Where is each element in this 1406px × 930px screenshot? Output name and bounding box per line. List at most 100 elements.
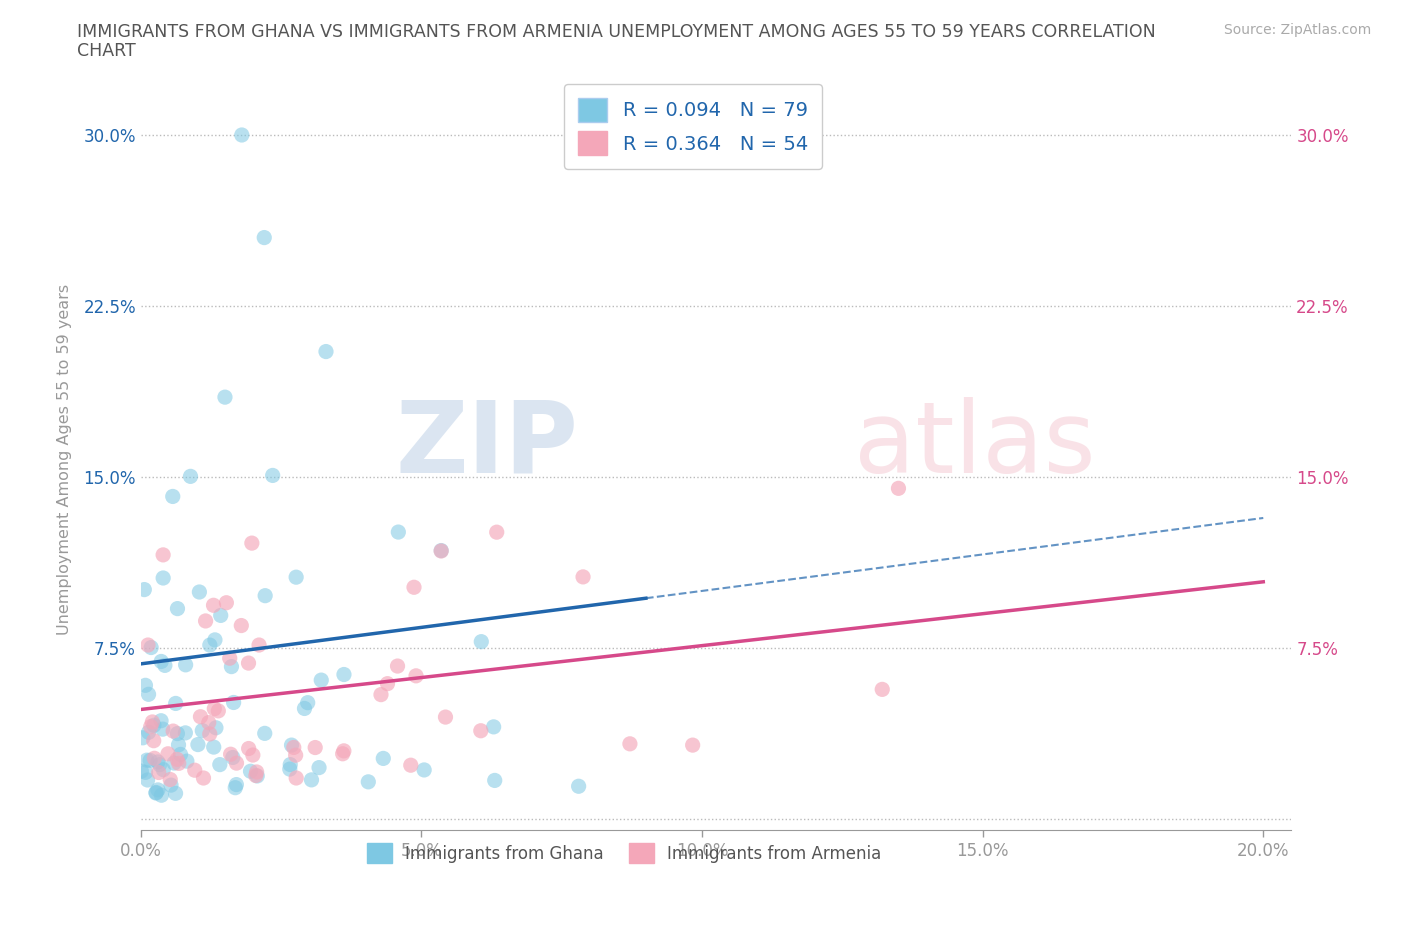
Point	[205, 721, 228, 736]
Point	[176, 753, 198, 768]
Point	[202, 701, 225, 716]
Point	[159, 772, 181, 787]
Point	[231, 618, 253, 633]
Point	[188, 585, 211, 600]
Point	[253, 230, 276, 245]
Point	[166, 752, 188, 767]
Point	[218, 651, 240, 666]
Point	[470, 724, 492, 738]
Point	[224, 780, 246, 795]
Point	[568, 778, 591, 793]
Point	[247, 638, 270, 653]
Point	[184, 763, 207, 777]
Point	[204, 632, 226, 647]
Point	[146, 782, 169, 797]
Point	[333, 743, 356, 758]
Point	[153, 658, 176, 672]
Point	[169, 747, 191, 762]
Point	[207, 703, 229, 718]
Point	[221, 659, 243, 674]
Point	[294, 701, 316, 716]
Point	[179, 469, 201, 484]
Point	[572, 569, 595, 584]
Point	[197, 715, 219, 730]
Point	[332, 747, 354, 762]
Point	[187, 737, 209, 752]
Point	[309, 672, 332, 687]
Point	[215, 595, 238, 610]
Point	[315, 344, 337, 359]
Point	[209, 608, 232, 623]
Point	[377, 676, 399, 691]
Point	[165, 696, 187, 711]
Point	[219, 747, 242, 762]
Point	[145, 786, 167, 801]
Point	[202, 598, 225, 613]
Point	[136, 638, 159, 653]
Point	[163, 756, 186, 771]
Point	[262, 468, 284, 483]
Y-axis label: Unemployment Among Ages 55 to 59 years: Unemployment Among Ages 55 to 59 years	[58, 285, 72, 635]
Point	[434, 710, 457, 724]
Point	[242, 748, 264, 763]
Point	[285, 570, 308, 585]
Point	[370, 687, 392, 702]
Point	[134, 678, 156, 693]
Point	[134, 582, 156, 597]
Point	[225, 756, 247, 771]
Point	[142, 733, 165, 748]
Point	[160, 777, 183, 792]
Text: IMMIGRANTS FROM GHANA VS IMMIGRANTS FROM ARMENIA UNEMPLOYMENT AMONG AGES 55 TO 5: IMMIGRANTS FROM GHANA VS IMMIGRANTS FROM…	[77, 23, 1156, 41]
Point	[278, 757, 301, 772]
Point	[152, 548, 174, 563]
Point	[136, 773, 159, 788]
Point	[152, 722, 174, 737]
Point	[285, 771, 308, 786]
Point	[152, 763, 174, 777]
Point	[254, 589, 277, 604]
Point	[198, 726, 221, 741]
Point	[284, 748, 307, 763]
Point	[238, 741, 260, 756]
Point	[202, 739, 225, 754]
Text: atlas: atlas	[853, 396, 1095, 494]
Point	[238, 656, 260, 671]
Point	[166, 601, 188, 616]
Point	[141, 714, 163, 729]
Point	[470, 634, 492, 649]
Point	[387, 658, 409, 673]
Point	[430, 543, 453, 558]
Point	[484, 773, 506, 788]
Point	[682, 737, 704, 752]
Point	[246, 764, 269, 779]
Point	[280, 737, 302, 752]
Point	[413, 763, 436, 777]
Point	[156, 747, 179, 762]
Point	[308, 760, 330, 775]
Point	[162, 724, 184, 738]
Point	[190, 710, 212, 724]
Point	[357, 775, 380, 790]
Text: ZIP: ZIP	[395, 396, 578, 494]
Point	[405, 669, 427, 684]
Point	[165, 786, 187, 801]
Point	[485, 525, 508, 539]
Point	[870, 682, 893, 697]
Point	[139, 753, 162, 768]
Point	[162, 489, 184, 504]
Point	[373, 751, 395, 765]
Point	[167, 756, 190, 771]
Point	[301, 773, 323, 788]
Point	[138, 687, 160, 702]
Point	[208, 757, 231, 772]
Point	[150, 713, 173, 728]
Point	[135, 764, 157, 779]
Point	[149, 757, 172, 772]
Point	[430, 543, 453, 558]
Point	[304, 740, 326, 755]
Point	[143, 751, 166, 765]
Point	[231, 127, 253, 142]
Point	[131, 764, 153, 778]
Point	[387, 525, 409, 539]
Point	[132, 730, 155, 745]
